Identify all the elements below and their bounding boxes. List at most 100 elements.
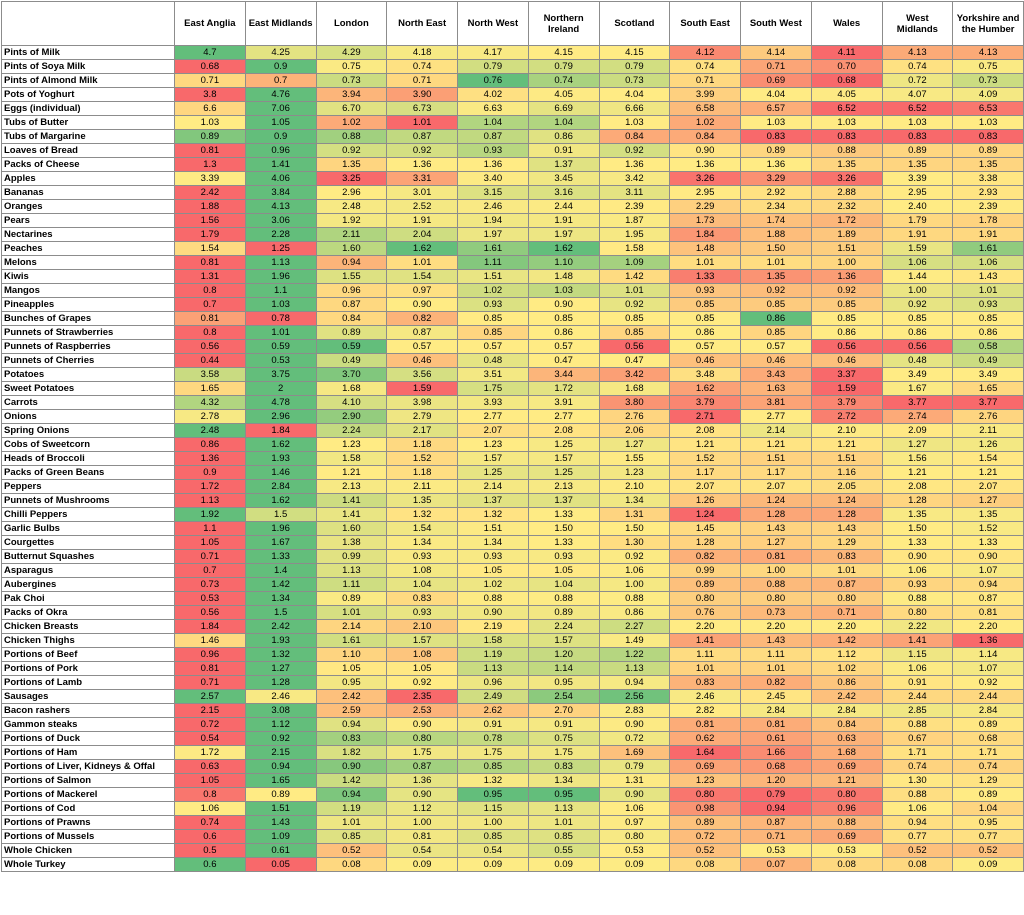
value-cell: 0.89: [952, 717, 1024, 732]
value-cell: 0.97: [598, 815, 671, 830]
value-cell: 1.01: [386, 255, 458, 270]
value-cell: 2.42: [810, 689, 883, 704]
value-cell: 0.05: [244, 857, 317, 872]
value-cell: 1.21: [315, 465, 388, 480]
table-row: Portions of Prawns 0.74 1.43 1.01 1.00 1.00 1.…: [1, 815, 1024, 830]
value-cell: 1.32: [457, 773, 529, 788]
column-header: East Midlands: [244, 1, 317, 46]
value-cell: 0.81: [952, 605, 1024, 620]
value-cell: 0.84: [810, 717, 883, 732]
value-cell: 1.21: [669, 437, 741, 452]
value-cell: 1.33: [881, 535, 954, 550]
value-cell: 1.12: [810, 647, 883, 662]
value-cell: 1.14: [527, 661, 600, 676]
row-label: Bunches of Grapes: [1, 311, 175, 326]
value-cell: 0.97: [386, 283, 458, 298]
value-cell: 4.04: [598, 87, 671, 102]
value-cell: 0.77: [881, 829, 954, 844]
value-cell: 1.72: [527, 381, 600, 396]
table-row: Pints of Almond Milk 0.71 0.7 0.73 0.71 0.76 0…: [1, 73, 1024, 88]
value-cell: 0.71: [740, 59, 812, 74]
value-cell: 6.6: [174, 101, 246, 116]
value-cell: 3.75: [244, 367, 317, 382]
value-cell: 2.07: [669, 479, 741, 494]
value-cell: 2.74: [881, 409, 954, 424]
value-cell: 2.10: [598, 479, 671, 494]
value-cell: 1.46: [174, 633, 246, 648]
value-cell: 0.96: [810, 801, 883, 816]
value-cell: 0.82: [386, 311, 458, 326]
table-row: Chicken Thighs 1.46 1.93 1.61 1.57 1.58 1.57 1.…: [1, 633, 1024, 648]
row-label: Portions of Lamb: [1, 675, 175, 690]
value-cell: 1.93: [244, 633, 317, 648]
value-cell: 0.78: [457, 731, 529, 746]
value-cell: 0.87: [740, 815, 812, 830]
value-cell: 3.51: [457, 367, 529, 382]
value-cell: 0.9: [244, 59, 317, 74]
header-corner: [1, 1, 175, 46]
table-row: Loaves of Bread 0.81 0.96 0.92 0.92 0.93 0.91 0…: [1, 143, 1024, 158]
value-cell: 0.53: [598, 843, 671, 858]
table-row: Portions of Mussels 0.6 1.09 0.85 0.81 0.85 0.…: [1, 829, 1024, 844]
value-cell: 1.21: [810, 437, 883, 452]
row-label: Pineapples: [1, 297, 175, 312]
value-cell: 2.93: [952, 185, 1024, 200]
value-cell: 1.48: [527, 269, 600, 284]
value-cell: 1.13: [598, 661, 671, 676]
value-cell: 0.88: [740, 577, 812, 592]
row-label: Punnets of Mushrooms: [1, 493, 175, 508]
value-cell: 0.82: [740, 675, 812, 690]
column-header: West Midlands: [881, 1, 954, 46]
value-cell: 0.85: [598, 311, 671, 326]
value-cell: 1.67: [244, 535, 317, 550]
value-cell: 3.94: [315, 87, 388, 102]
value-cell: 3.8: [174, 87, 246, 102]
value-cell: 1.10: [315, 647, 388, 662]
value-cell: 1.42: [315, 773, 388, 788]
value-cell: 6.52: [881, 101, 954, 116]
table-row: Spring Onions 2.48 1.84 2.24 2.17 2.07 2.08 2.0…: [1, 423, 1024, 438]
value-cell: 0.92: [598, 297, 671, 312]
value-cell: 1.01: [315, 605, 388, 620]
value-cell: 0.87: [457, 129, 529, 144]
value-cell: 1.28: [881, 493, 954, 508]
value-cell: 1.15: [881, 647, 954, 662]
table-body: Pints of Milk 4.7 4.25 4.29 4.18 4.17 4.15 4.15…: [1, 45, 1024, 872]
value-cell: 2.11: [386, 479, 458, 494]
value-cell: 2.10: [386, 619, 458, 634]
value-cell: 0.72: [669, 829, 741, 844]
value-cell: 0.85: [740, 297, 812, 312]
value-cell: 0.81: [174, 311, 246, 326]
value-cell: 0.9: [244, 129, 317, 144]
value-cell: 1.75: [386, 745, 458, 760]
value-cell: 1.36: [952, 633, 1024, 648]
value-cell: 6.69: [527, 101, 600, 116]
value-cell: 3.70: [315, 367, 388, 382]
value-cell: 1.62: [244, 437, 317, 452]
value-cell: 1.05: [527, 563, 600, 578]
value-cell: 1.92: [174, 507, 246, 522]
column-header: Wales: [810, 1, 883, 46]
value-cell: 3.98: [386, 395, 458, 410]
value-cell: 1.05: [174, 773, 246, 788]
value-cell: 0.81: [669, 717, 741, 732]
value-cell: 2.44: [952, 689, 1024, 704]
value-cell: 3.90: [386, 87, 458, 102]
value-cell: 0.69: [810, 759, 883, 774]
table-row: Portions of Duck 0.54 0.92 0.83 0.80 0.78 0.75…: [1, 731, 1024, 746]
value-cell: 1.62: [669, 381, 741, 396]
value-cell: 3.42: [598, 171, 671, 186]
value-cell: 1.23: [457, 437, 529, 452]
value-cell: 1.97: [527, 227, 600, 242]
value-cell: 2.77: [527, 409, 600, 424]
row-label: Onions: [1, 409, 175, 424]
value-cell: 3.58: [174, 367, 246, 382]
value-cell: 2.48: [174, 423, 246, 438]
column-header: South East: [669, 1, 741, 46]
value-cell: 0.85: [457, 759, 529, 774]
value-cell: 0.56: [810, 339, 883, 354]
value-cell: 0.57: [386, 339, 458, 354]
value-cell: 1.06: [881, 801, 954, 816]
value-cell: 1.13: [527, 801, 600, 816]
value-cell: 0.95: [457, 787, 529, 802]
